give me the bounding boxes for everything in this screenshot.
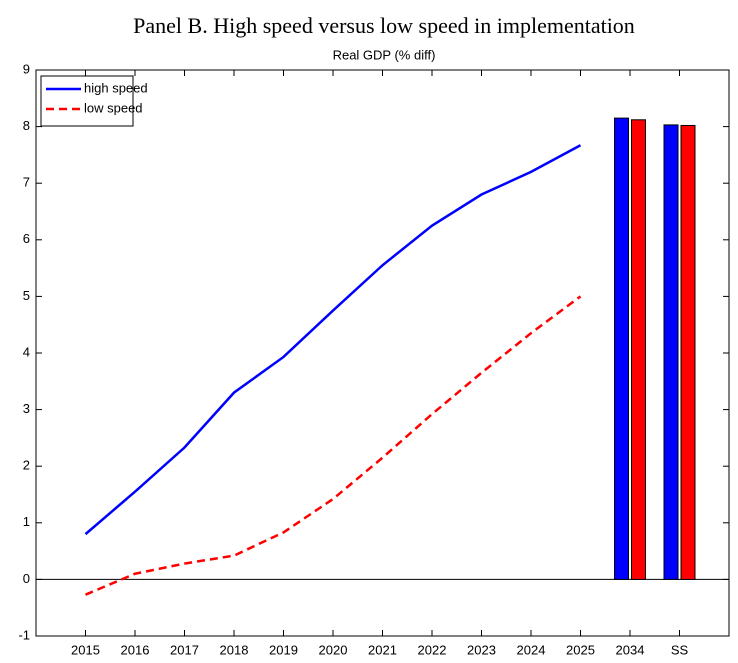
bar <box>614 117 629 580</box>
y-tick-label: 5 <box>23 288 30 303</box>
series-line <box>84 144 582 536</box>
legend-label: low speed <box>84 100 143 115</box>
x-tick-label: 2021 <box>368 642 397 657</box>
plot-frame <box>35 69 730 637</box>
x-tick-label: 2017 <box>170 642 199 657</box>
y-tick-label: 9 <box>23 61 30 76</box>
y-tick-label: 2 <box>23 458 30 473</box>
legend-box <box>40 75 134 127</box>
x-tick-label: 2016 <box>121 642 150 657</box>
bar <box>680 124 696 580</box>
x-tick-label: 2018 <box>220 642 249 657</box>
x-tick-label: 2022 <box>418 642 447 657</box>
bar <box>631 119 646 580</box>
legend-label: high speed <box>84 80 148 95</box>
y-tick-label: 8 <box>23 118 30 133</box>
y-tick-label: 4 <box>23 344 30 359</box>
x-tick-label: 2023 <box>467 642 496 657</box>
x-tick-label: 2019 <box>269 642 298 657</box>
chart-subtitle: Real GDP (% diff) <box>333 47 436 62</box>
x-tick-label: 2015 <box>71 642 100 657</box>
y-tick-label: 3 <box>23 401 30 416</box>
chart-title: Panel B. High speed versus low speed in … <box>133 13 635 38</box>
y-tick-label: 7 <box>23 175 30 190</box>
x-tick-label: 2034 <box>616 642 645 657</box>
x-tick-label: 2024 <box>517 642 546 657</box>
y-tick-label: 1 <box>23 514 30 529</box>
bar <box>663 124 679 580</box>
x-tick-label: 2020 <box>319 642 348 657</box>
y-tick-label: 6 <box>23 231 30 246</box>
series-line <box>85 295 582 596</box>
y-tick-label: 0 <box>23 571 30 586</box>
x-tick-label: SS <box>671 642 689 657</box>
x-tick-label: 2025 <box>566 642 595 657</box>
y-tick-label: -1 <box>18 627 30 642</box>
